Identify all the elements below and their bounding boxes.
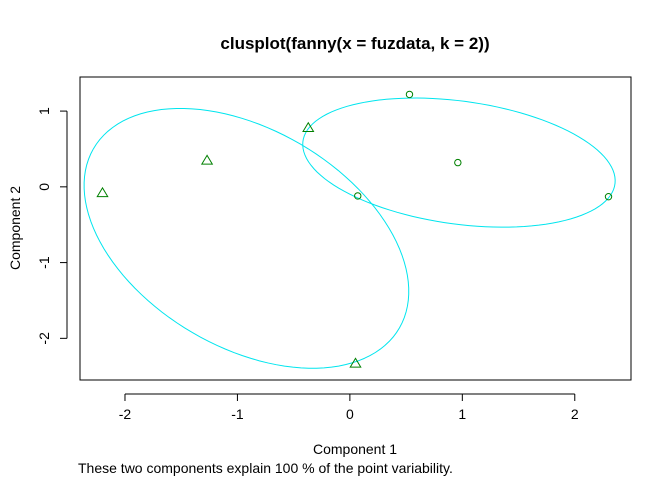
data-point-cluster2-4 — [354, 192, 362, 200]
data-point-cluster2-1 — [405, 90, 414, 99]
plot-area-frame — [79, 76, 632, 381]
y-tick-label: -2 — [36, 332, 52, 345]
variability-note: These two components explain 100 % of th… — [78, 460, 453, 476]
data-point-cluster1-4 — [349, 357, 362, 368]
x-tick-label: 2 — [571, 406, 579, 422]
cluster-ellipse-2 — [302, 97, 616, 228]
y-axis-label: Component 2 — [7, 186, 23, 270]
data-point-cluster1-1 — [96, 186, 109, 198]
y-tick-label: 1 — [36, 107, 52, 115]
cluster-ellipse-1 — [83, 107, 410, 369]
y-axis: -2 -1 0 1 — [36, 107, 68, 345]
data-point-cluster2-2 — [454, 158, 462, 167]
data-points — [96, 90, 613, 368]
x-tick-label: -1 — [231, 406, 244, 422]
data-point-cluster2-3 — [604, 192, 613, 201]
cluster-ellipses — [83, 97, 616, 369]
data-point-cluster1-2 — [200, 154, 214, 165]
chart-title: clusplot(fanny(x = fuzdata, k = 2)) — [220, 34, 489, 53]
x-axis: -2 -1 0 1 2 — [119, 393, 579, 422]
x-tick-label: -2 — [119, 406, 132, 422]
y-tick-label: 0 — [36, 183, 52, 191]
x-tick-label: 1 — [458, 406, 466, 422]
data-point-cluster1-3 — [302, 121, 315, 133]
x-axis-label: Component 1 — [313, 441, 397, 457]
x-tick-label: 0 — [346, 406, 354, 422]
y-tick-label: -1 — [36, 256, 52, 269]
